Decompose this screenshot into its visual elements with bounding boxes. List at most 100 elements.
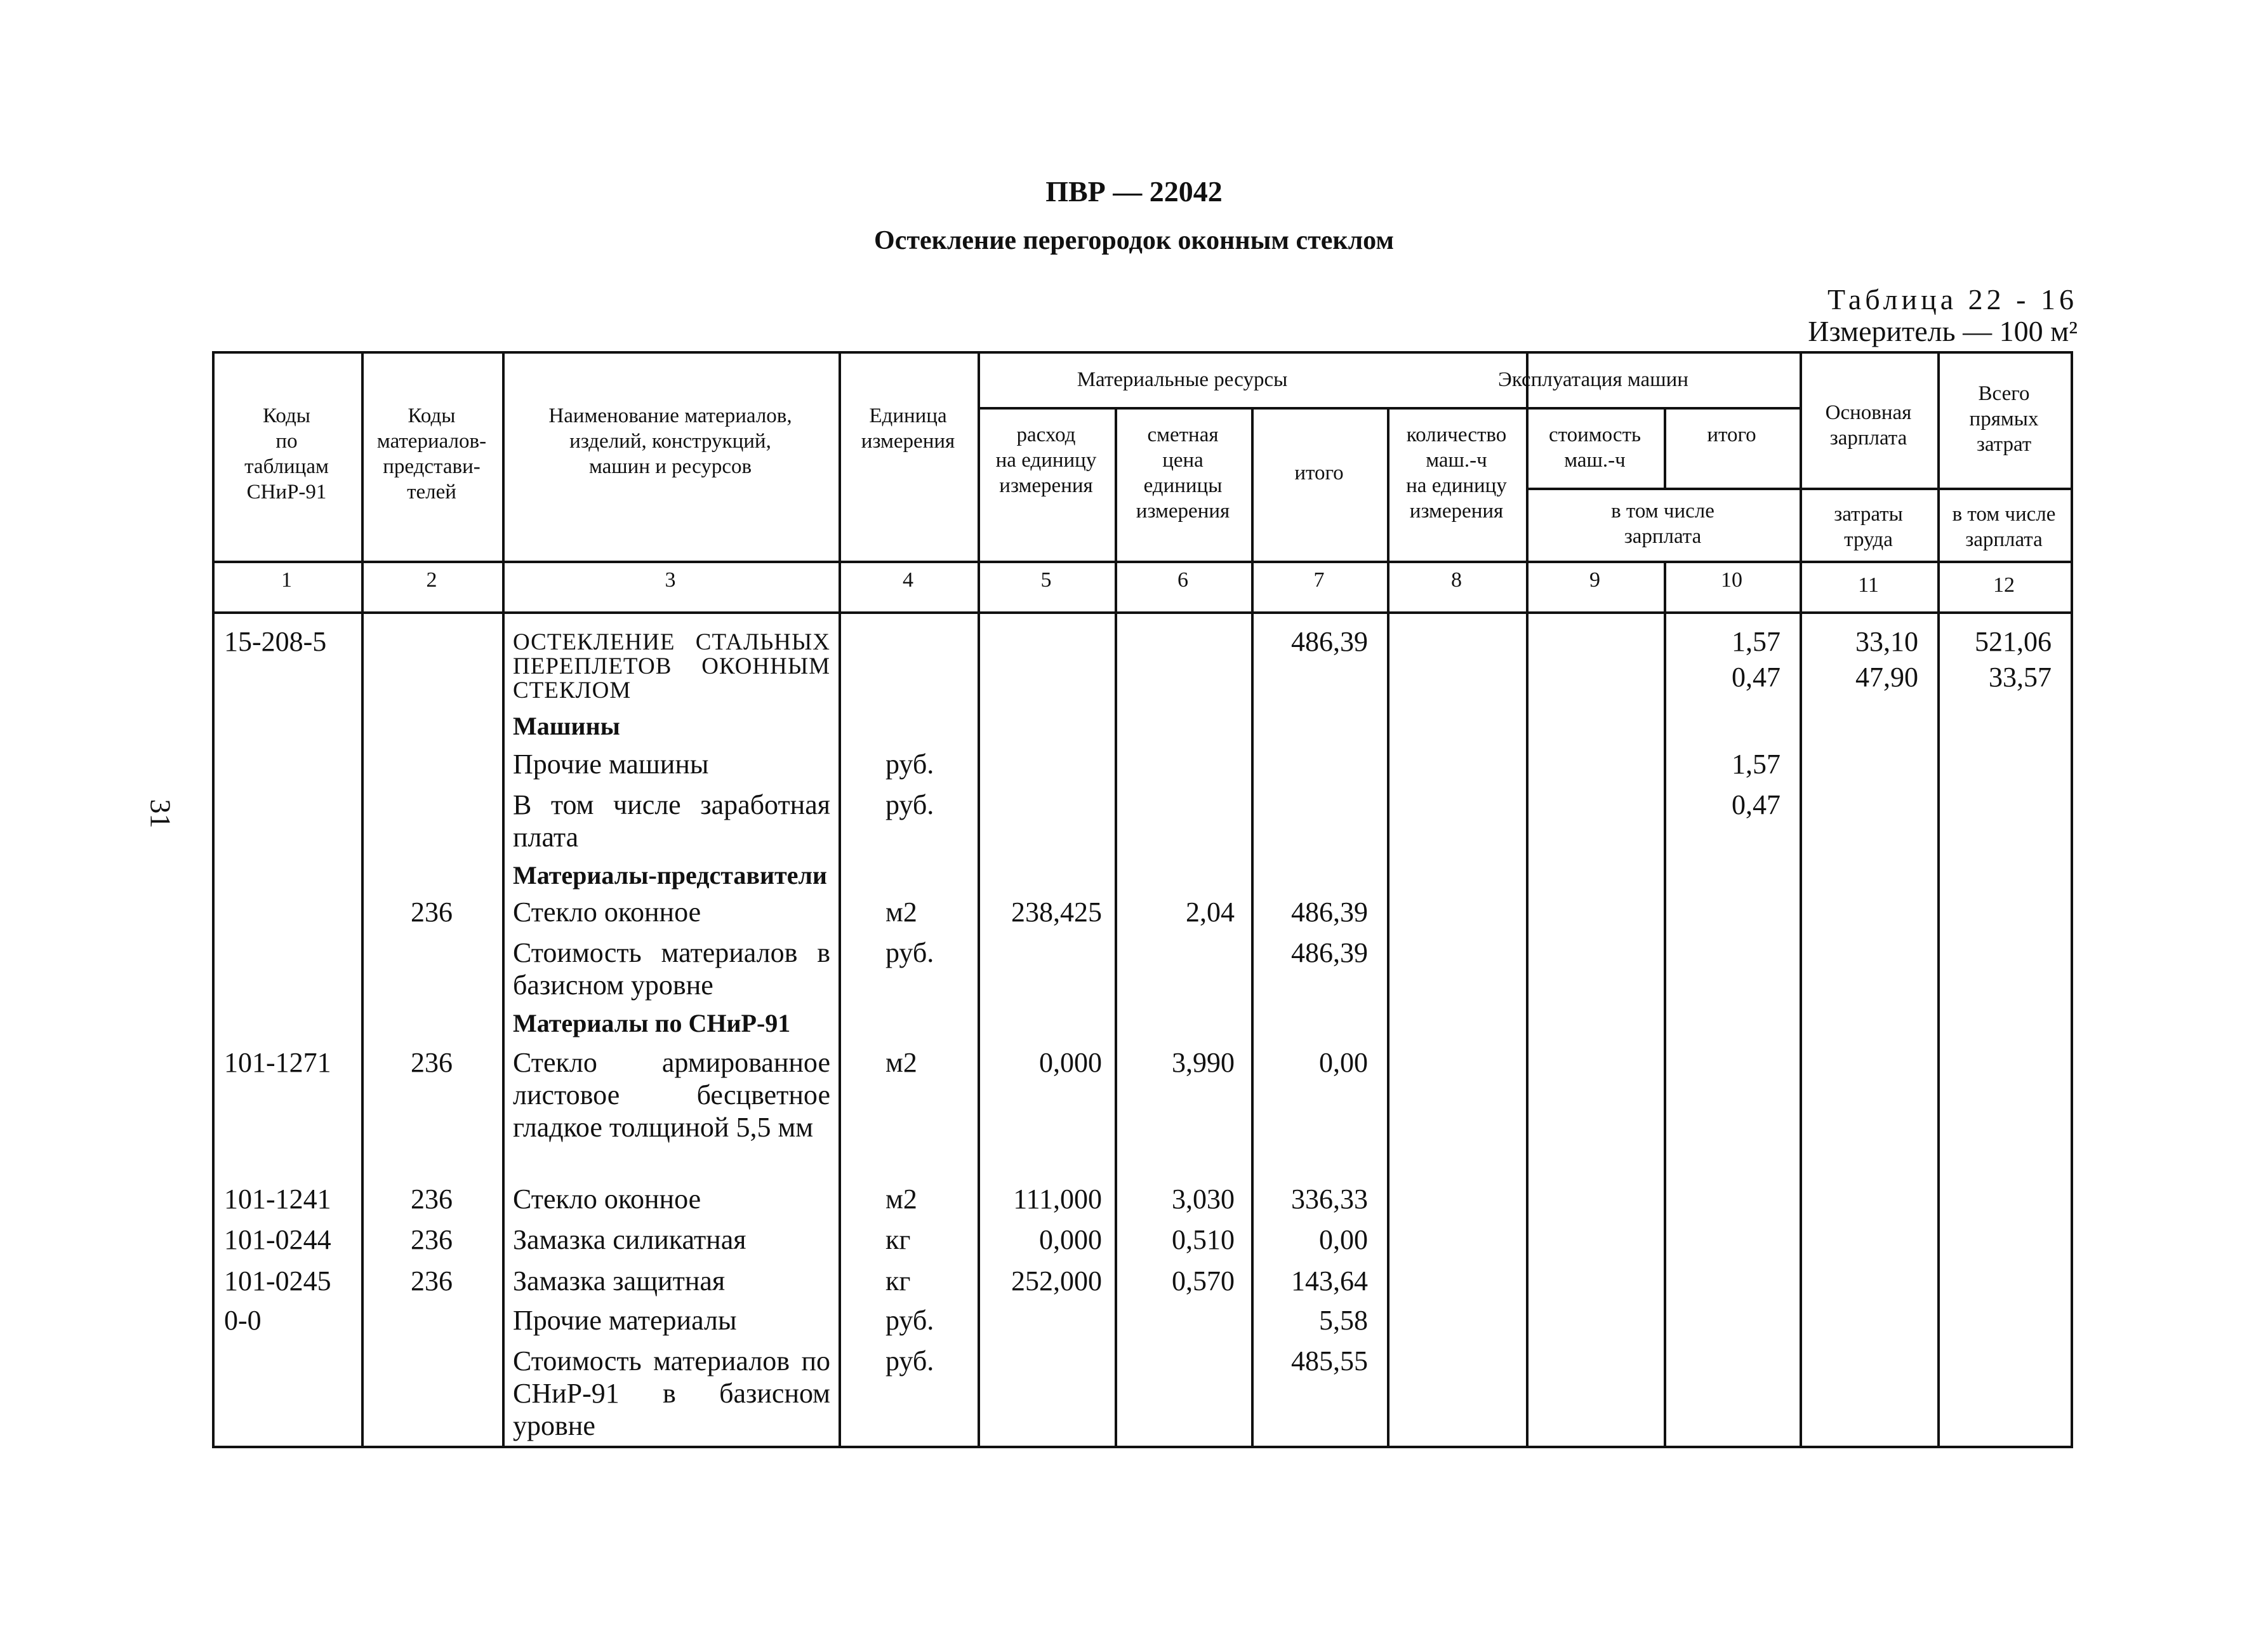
header-line: в том числе	[1952, 503, 2056, 526]
row-total: 143,64	[1291, 1265, 1368, 1296]
header-divider	[212, 611, 2073, 614]
header-line: Основная	[1825, 401, 1912, 424]
row-total-direct: 521,06	[1975, 626, 2052, 657]
column-number: 3	[665, 568, 676, 592]
header-machine-hour-cost: стоимость маш.-ч	[1526, 422, 1664, 473]
column-line	[1526, 351, 1529, 1448]
row-base-wage: 33,10	[1855, 626, 1918, 657]
header-line: затрат	[1976, 433, 2032, 456]
row-name: Стекло оконное	[513, 896, 701, 928]
mask	[1662, 490, 1668, 561]
header-line: затраты	[1834, 503, 1903, 526]
row-unit-price: 0,570	[1172, 1265, 1235, 1296]
row-unit: кг	[885, 1224, 911, 1255]
row-consumption: 111,000	[1013, 1183, 1102, 1215]
row-unit-price: 3,030	[1172, 1183, 1235, 1215]
header-line: итого	[1294, 462, 1344, 484]
header-machine-operation: Эксплуатация машин	[1498, 368, 1688, 391]
row-base-wage: 47,90	[1855, 662, 1918, 693]
header-machine-total: итого	[1664, 422, 1800, 448]
row-machine-total: 1,57	[1732, 749, 1781, 780]
header-line: в том числе	[1611, 500, 1714, 523]
header-line: расход	[1016, 423, 1076, 446]
column-line	[502, 351, 505, 1448]
header-base-wage: Основная зарплата	[1800, 400, 1937, 451]
page-number: 31	[144, 799, 177, 829]
header-line: итого	[1707, 423, 1756, 446]
column-line	[361, 351, 364, 1448]
row-consumption: 238,425	[1011, 896, 1102, 928]
row-material-code: 236	[411, 896, 453, 928]
row-unit-price: 3,990	[1172, 1047, 1235, 1078]
header-line: стоимость	[1548, 423, 1641, 446]
header-line: прямых	[1969, 408, 2039, 430]
header-line: таблицам	[244, 455, 329, 478]
row-code: 101-0244	[224, 1224, 331, 1255]
header-unit-price: сметная цена единицы измерения	[1115, 422, 1251, 524]
row-name: ОСТЕКЛЕНИЕ СТАЛЬНЫХ ПЕРЕПЛЕТОВ ОКОННЫМ С…	[513, 629, 830, 703]
row-unit: руб.	[885, 1345, 934, 1376]
header-line: измерения	[999, 474, 1093, 497]
header-line: зарплата	[1624, 525, 1702, 548]
row-name: Замазка защитная	[513, 1265, 726, 1296]
document-subtitle: Остекление перегородок оконным стеклом	[874, 226, 1394, 255]
row-unit: м2	[885, 1047, 917, 1078]
row-code: 101-0245	[224, 1265, 331, 1296]
column-number: 1	[281, 568, 292, 592]
row-unit: руб.	[885, 1305, 934, 1336]
header-line: изделий, конструкций,	[569, 430, 771, 453]
header-divider	[1526, 488, 2071, 490]
header-incl-wage: в том числе зарплата	[1526, 498, 1800, 549]
row-unit: кг	[885, 1265, 911, 1296]
header-line: измерения	[1409, 500, 1504, 523]
row-unit: руб.	[885, 789, 934, 820]
row-unit: руб.	[885, 937, 934, 968]
header-labor: затраты труда	[1800, 502, 1937, 552]
column-number: 5	[1040, 568, 1052, 592]
header-line: машин и ресурсов	[588, 455, 752, 478]
column-line	[1937, 351, 1940, 1448]
column-number: 4	[903, 568, 913, 592]
row-total: 485,55	[1291, 1345, 1368, 1376]
row-name: Машины	[513, 712, 620, 740]
header-line: телей	[407, 481, 456, 503]
column-line	[212, 351, 215, 1448]
row-unit: м2	[885, 896, 917, 928]
row-machine-total: 0,47	[1732, 789, 1781, 820]
header-machine-hours: количество маш.-ч на единицу измерения	[1387, 422, 1526, 524]
row-name: Стоимость материалов в базисном уровне	[513, 937, 830, 1001]
row-name: Материалы по СНиР-91	[513, 1009, 791, 1037]
column-line	[1664, 407, 1666, 1448]
header-line: количество	[1406, 423, 1507, 446]
header-unit: Единица измерения	[839, 403, 978, 454]
row-unit: м2	[885, 1183, 917, 1215]
header-codes-snip: Коды по таблицам СНиР-91	[212, 403, 361, 505]
row-name: Прочие материалы	[513, 1305, 737, 1336]
column-number: 8	[1451, 568, 1462, 592]
row-code: 101-1271	[224, 1047, 331, 1078]
header-material-resources: Материальные ресурсы	[1077, 368, 1288, 391]
column-number: 6	[1177, 568, 1188, 592]
row-total: 0,00	[1319, 1047, 1368, 1078]
header-line: цена	[1162, 449, 1204, 472]
header-name: Наименование материалов, изделий, констру…	[502, 403, 839, 479]
column-line	[839, 351, 841, 1448]
header-line: зарплата	[1829, 427, 1907, 450]
measure-unit: Измеритель — 100 м²	[1808, 315, 2078, 347]
row-consumption: 0,000	[1039, 1224, 1102, 1255]
row-material-code: 236	[411, 1183, 453, 1215]
header-line: Всего	[1978, 382, 2030, 405]
table-border-bottom	[212, 1446, 2073, 1448]
header-line: труда	[1844, 528, 1893, 551]
column-number: 9	[1589, 568, 1600, 592]
header-line: зарплата	[1965, 528, 2043, 551]
row-code: 0-0	[224, 1305, 262, 1336]
row-code: 15-208-5	[224, 626, 327, 657]
row-consumption: 252,000	[1011, 1265, 1102, 1296]
row-material-code: 236	[411, 1265, 453, 1296]
header-line: Коды	[408, 404, 456, 427]
row-material-code: 236	[411, 1224, 453, 1255]
row-unit-price: 2,04	[1186, 896, 1235, 928]
header-line: на единицу	[995, 449, 1097, 472]
header-material-codes: Коды материалов-представи-телей	[361, 403, 502, 505]
